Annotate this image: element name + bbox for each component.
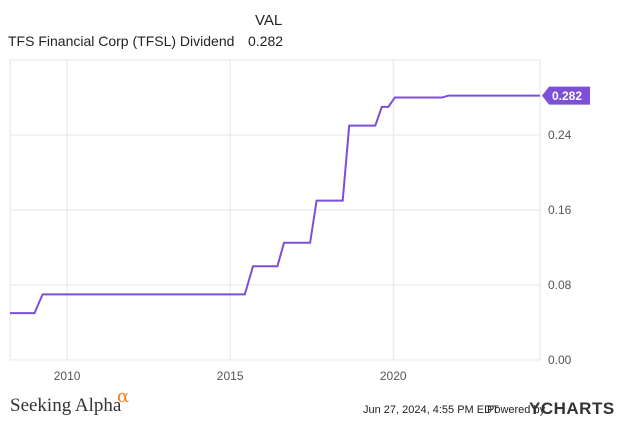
y-tick-label: 0.16 (548, 203, 572, 217)
legend-header: VAL (255, 12, 283, 29)
ycharts-logo[interactable]: YCHARTS (529, 399, 615, 418)
y-tick-label: 0.08 (548, 278, 572, 292)
x-tick-label: 2015 (217, 369, 244, 383)
x-tick-label: 2010 (54, 369, 81, 383)
alpha-icon: α (117, 386, 130, 407)
seeking-alpha-logo: Seeking Alpha (10, 395, 122, 416)
last-value-badge (542, 86, 590, 105)
y-tick-label: 0.00 (548, 353, 572, 367)
legend-series-value: 0.282 (248, 33, 284, 49)
x-tick-label: 2020 (380, 369, 407, 383)
last-value-label: 0.282 (552, 89, 582, 103)
legend-series-name: TFS Financial Corp (TFSL) Dividend (8, 33, 235, 49)
powered-by-label: Powered by (487, 404, 546, 416)
chart-timestamp: Jun 27, 2024, 4:55 PM EDT (363, 404, 499, 416)
dividend-series-line (10, 94, 540, 315)
y-tick-label: 0.24 (548, 128, 572, 142)
